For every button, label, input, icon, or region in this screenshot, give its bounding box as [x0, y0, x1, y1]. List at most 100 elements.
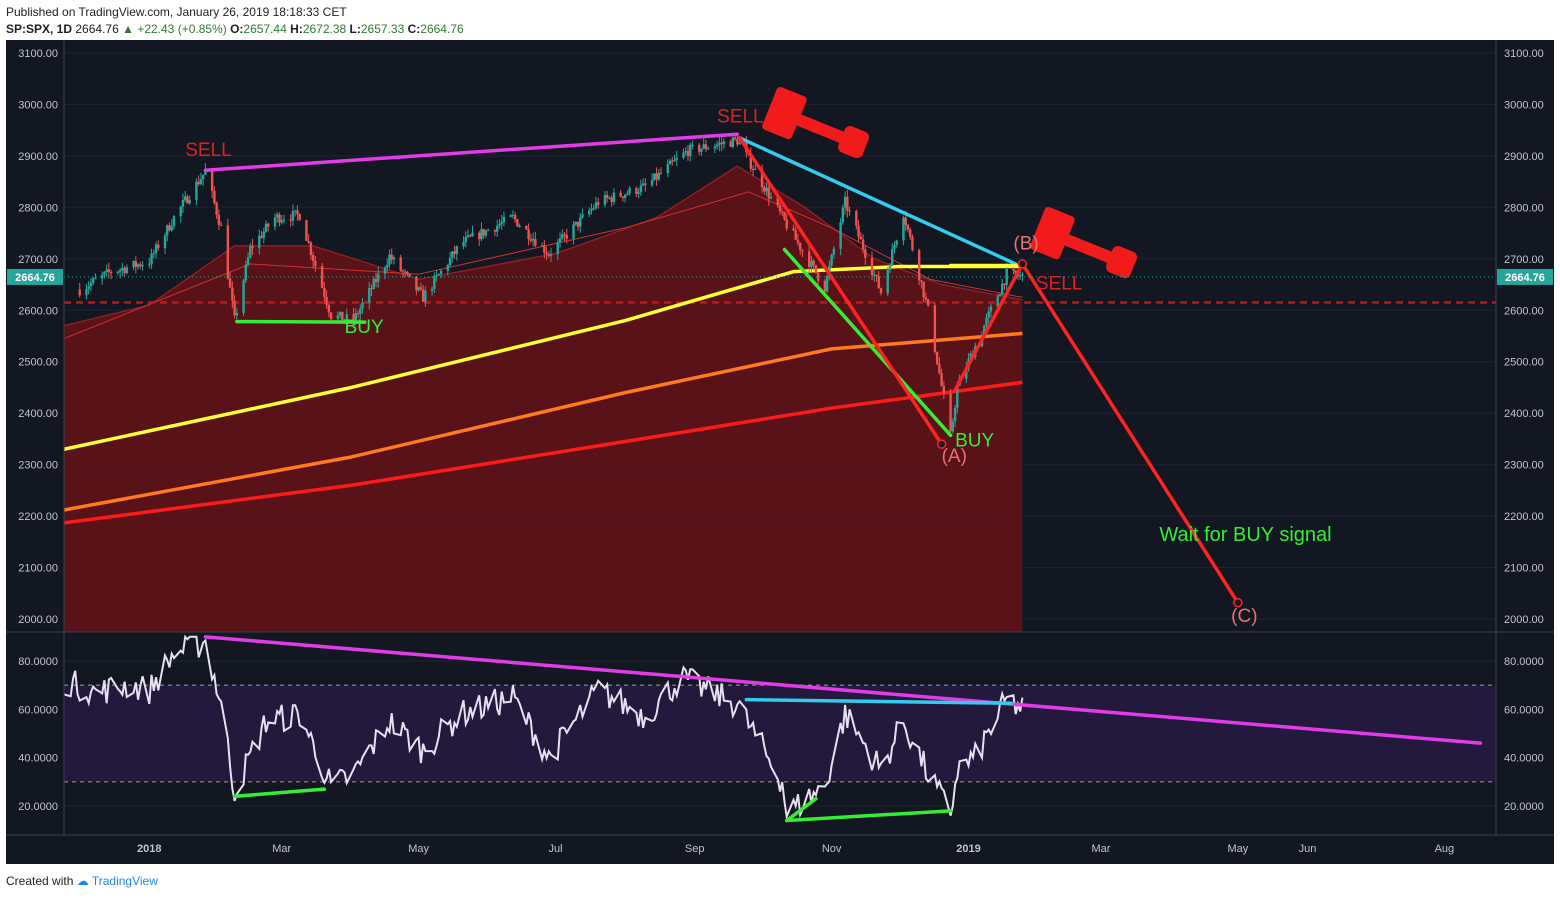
- candle-body: [327, 305, 331, 313]
- candle-body: [217, 214, 221, 225]
- price-axis-tick-left: 2900.00: [18, 151, 58, 163]
- candle-body: [231, 287, 234, 301]
- candle-body: [691, 144, 694, 146]
- candle-body: [415, 276, 418, 291]
- gavel-handle: [1063, 234, 1119, 265]
- candle-body: [729, 141, 732, 147]
- candle-body: [307, 240, 310, 243]
- candle-body: [251, 245, 254, 248]
- candle-body: [935, 351, 939, 365]
- candle-body: [118, 270, 122, 272]
- annotation-label: (B): [1013, 234, 1038, 255]
- sell-gavel-icon: [762, 86, 870, 159]
- candle-body: [267, 223, 270, 227]
- candle-body: [132, 260, 135, 268]
- candle-body: [462, 242, 465, 247]
- annotation-label: SELL: [185, 140, 231, 161]
- candle-body: [942, 385, 946, 394]
- candle-body: [590, 208, 593, 211]
- tradingview-chart[interactable]: 2000.00 2000.00 2100.00 2100.00 2200.00 2200.…: [6, 40, 1554, 864]
- candle-body: [565, 234, 568, 239]
- high-value: 2672.38: [302, 22, 347, 36]
- candle-body: [136, 264, 140, 267]
- candle-body: [464, 236, 467, 243]
- candle-body: [518, 226, 521, 228]
- price-axis-tick-right: 3100.00: [1504, 48, 1544, 60]
- rsi-line: [63, 634, 1024, 821]
- candle-body: [848, 210, 851, 212]
- wave-point-marker: [1233, 597, 1243, 608]
- candle-body: [527, 229, 530, 240]
- candle-body: [893, 245, 896, 249]
- candle-body: [359, 308, 362, 315]
- candle-body: [778, 205, 782, 212]
- ma-envelope-line: [63, 165, 1023, 327]
- price-axis-tick-right: 2400.00: [1504, 408, 1544, 420]
- candle-body: [282, 219, 286, 221]
- candle-body: [545, 252, 548, 255]
- candle-body: [684, 151, 687, 153]
- open-value: 2657.44: [243, 22, 287, 36]
- rsi-trendline-3: [784, 809, 953, 823]
- time-axis-tick: 2019: [956, 843, 980, 855]
- candle-body: [78, 289, 81, 296]
- candle-body: [951, 421, 955, 432]
- candle-body: [181, 200, 185, 207]
- candle-body: [368, 288, 371, 303]
- symbol-label: SP:SPX, 1D: [6, 22, 73, 36]
- candle-body: [314, 260, 317, 267]
- candle-body: [996, 296, 999, 307]
- candle-body: [783, 212, 786, 220]
- candle-body: [210, 169, 214, 192]
- price-axis-tick-right: 2100.00: [1504, 563, 1544, 575]
- candle-body: [830, 254, 833, 266]
- candle-body: [596, 202, 600, 205]
- candle-body: [794, 230, 797, 240]
- footer: Created with ☁ TradingView: [6, 874, 158, 888]
- candle-body: [100, 274, 104, 279]
- candle-body: [1021, 274, 1024, 276]
- tradingview-logo-icon[interactable]: ☁: [76, 874, 89, 888]
- candle-body: [91, 278, 95, 283]
- candle-body: [424, 290, 427, 302]
- candle-body: [810, 260, 813, 267]
- candle-body: [953, 407, 957, 422]
- candle-body: [352, 314, 355, 322]
- last-price: 2664.76: [75, 22, 119, 36]
- time-axis-tick: 2018: [137, 843, 161, 855]
- candle-body: [799, 242, 802, 251]
- price-trendline-2: [737, 136, 1018, 266]
- candle-body: [938, 364, 941, 374]
- last-price-tag: [7, 268, 63, 285]
- candle-body: [498, 224, 501, 226]
- candle-body: [920, 280, 923, 282]
- rsi-axis-tick-left: 40.0000: [18, 753, 58, 765]
- moving-average-line-1: [63, 331, 1023, 512]
- price-axis-tick-left: 2300.00: [18, 460, 58, 472]
- candle-body: [540, 245, 544, 247]
- price-axis-tick-left: 2000.00: [18, 614, 58, 626]
- footer-brand[interactable]: TradingView: [91, 874, 158, 888]
- candle-body: [1012, 268, 1015, 271]
- candle-body: [675, 157, 678, 160]
- candle-body: [765, 187, 768, 192]
- candle-body: [417, 287, 420, 291]
- candle-body: [639, 185, 643, 193]
- rsi-trendline-2: [232, 787, 327, 799]
- candle-body: [278, 214, 281, 223]
- candle-body: [870, 258, 874, 276]
- candle-body: [731, 137, 735, 147]
- candle-body: [668, 160, 672, 165]
- candle-body: [917, 250, 921, 281]
- candle-body: [125, 267, 129, 274]
- candle-body: [493, 230, 497, 232]
- candle-body: [760, 168, 764, 188]
- candle-body: [446, 265, 450, 271]
- candle-body: [926, 299, 930, 306]
- candle-body: [215, 202, 218, 215]
- candle-body: [139, 264, 142, 267]
- candle-body: [469, 235, 472, 237]
- gavel-head: [1030, 206, 1075, 260]
- candle-body: [704, 144, 708, 150]
- candle-body: [689, 144, 692, 157]
